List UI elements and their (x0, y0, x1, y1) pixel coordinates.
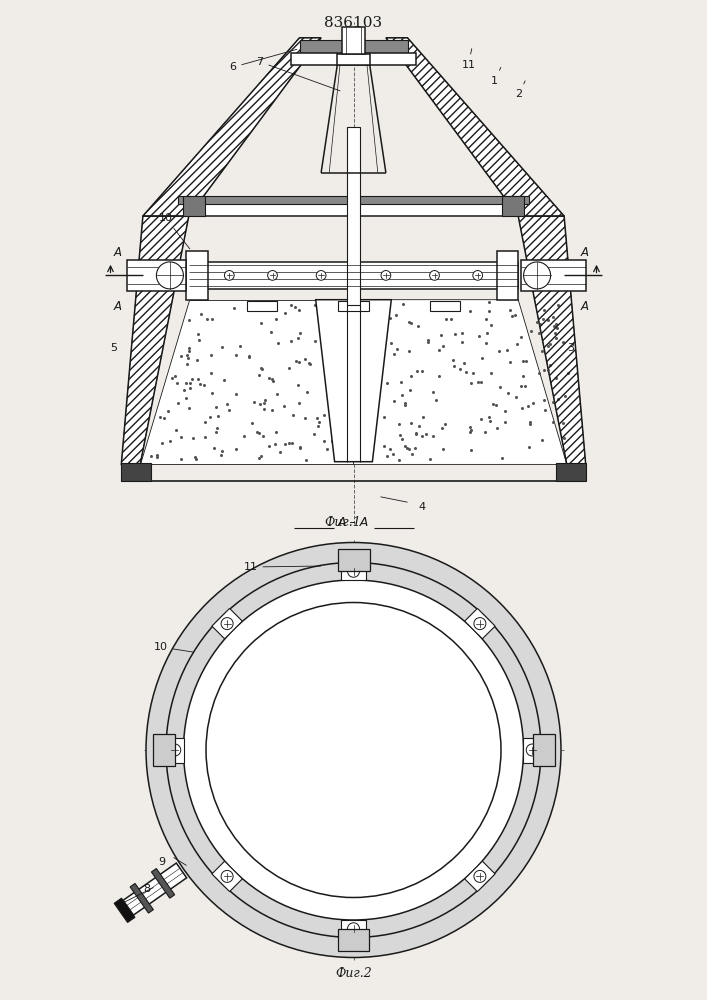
Text: 1: 1 (491, 67, 501, 86)
Circle shape (474, 870, 486, 882)
Circle shape (430, 271, 439, 280)
Bar (556, 463, 585, 481)
Circle shape (169, 744, 181, 756)
Circle shape (348, 923, 359, 935)
Bar (189, 262, 518, 289)
Bar (337, 54, 370, 65)
Bar (291, 53, 416, 65)
Polygon shape (464, 608, 495, 639)
Text: 11: 11 (243, 562, 321, 572)
Text: Фиг.2: Фиг.2 (335, 967, 372, 980)
Polygon shape (316, 300, 391, 462)
Polygon shape (354, 300, 567, 464)
Polygon shape (386, 38, 564, 216)
Bar (122, 463, 151, 481)
Circle shape (316, 271, 326, 280)
Polygon shape (532, 734, 554, 766)
Text: 5: 5 (110, 343, 117, 353)
Text: А: А (113, 246, 121, 259)
Polygon shape (212, 608, 243, 639)
Polygon shape (153, 734, 175, 766)
Bar (300, 40, 407, 54)
Circle shape (473, 271, 483, 280)
Polygon shape (521, 260, 585, 291)
Bar (186, 251, 208, 300)
Text: 4: 4 (419, 502, 426, 512)
Bar (341, 27, 366, 54)
Circle shape (221, 618, 233, 630)
Text: 11: 11 (462, 49, 476, 70)
Polygon shape (151, 869, 175, 898)
Text: 6: 6 (229, 49, 297, 72)
Polygon shape (143, 38, 321, 216)
Text: 836103: 836103 (325, 16, 382, 30)
Bar (183, 196, 205, 216)
Circle shape (268, 271, 277, 280)
Polygon shape (523, 738, 542, 762)
Polygon shape (122, 216, 189, 464)
Bar (496, 251, 518, 300)
Bar (247, 301, 277, 310)
Polygon shape (123, 863, 187, 915)
Text: 10: 10 (159, 213, 189, 249)
Polygon shape (130, 883, 153, 913)
Circle shape (474, 618, 486, 630)
Circle shape (348, 565, 359, 577)
Text: А – А: А – А (338, 516, 369, 529)
Text: 3: 3 (567, 343, 574, 353)
Bar (347, 127, 360, 305)
Bar (189, 204, 518, 216)
Text: Фиг.1: Фиг.1 (325, 516, 361, 529)
Text: А: А (580, 300, 588, 313)
Text: 10: 10 (153, 642, 193, 652)
Ellipse shape (146, 542, 561, 958)
Polygon shape (140, 300, 354, 464)
Polygon shape (165, 738, 184, 762)
Circle shape (381, 271, 391, 280)
Text: 7: 7 (257, 57, 340, 91)
Text: 9: 9 (158, 857, 165, 867)
Circle shape (221, 870, 233, 882)
Circle shape (526, 744, 538, 756)
Circle shape (156, 262, 183, 289)
Text: А: А (113, 300, 121, 313)
Polygon shape (341, 562, 366, 580)
Circle shape (524, 262, 551, 289)
Bar (339, 301, 368, 310)
Polygon shape (212, 861, 243, 892)
Polygon shape (114, 898, 135, 922)
Circle shape (224, 271, 234, 280)
Polygon shape (337, 929, 370, 951)
Bar (178, 196, 529, 204)
Polygon shape (337, 549, 370, 571)
Text: 2: 2 (515, 81, 525, 99)
Ellipse shape (184, 580, 523, 920)
Polygon shape (464, 861, 495, 892)
Bar (430, 301, 460, 310)
Polygon shape (127, 260, 186, 291)
Polygon shape (518, 216, 585, 464)
Bar (502, 196, 524, 216)
Text: А: А (580, 246, 588, 259)
Polygon shape (341, 920, 366, 938)
Text: 8: 8 (144, 884, 151, 894)
